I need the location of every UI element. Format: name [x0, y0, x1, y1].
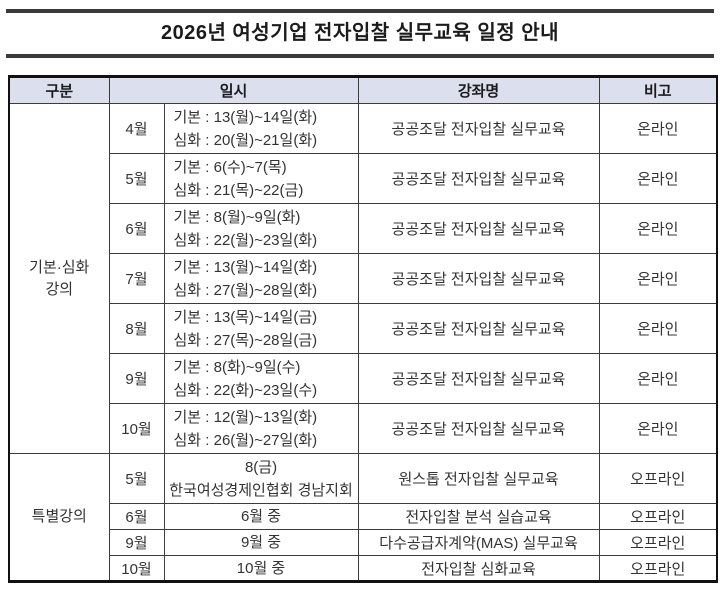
course-cell: 공공조달 전자입찰 실무교육 [357, 353, 600, 404]
month-cell: 7월 [108, 253, 165, 304]
schedule-basic-line: 기본 : 13(월)~14일(화) [173, 258, 318, 276]
course-cell: 공공조달 전자입찰 실무교육 [357, 103, 600, 154]
course-cell: 원스톱 전자입찰 실무교육 [357, 453, 600, 504]
schedule-advanced-line: 심화 : 27(목)~28일(금) [173, 331, 318, 349]
schedule-date-line: 9월 중 [240, 534, 282, 551]
schedule-cell: 6월 중 [163, 503, 359, 530]
col-header-note: 비고 [598, 76, 718, 104]
month-cell: 10월 [108, 555, 165, 582]
col-header-schedule: 일시 [108, 76, 359, 104]
course-cell: 전자입찰 분석 실습교육 [357, 503, 600, 530]
note-cell: 오프라인 [598, 555, 718, 582]
category-cell-special: 특별강의 [8, 453, 110, 582]
note-cell: 온라인 [598, 203, 718, 254]
schedule-cell: 기본 : 8(화)~9일(수) 심화 : 22(화)~23일(수) [163, 353, 359, 404]
table-row: 6월 6월 중 전자입찰 분석 실습교육 오프라인 [9, 503, 718, 530]
schedule-advanced-line: 심화 : 27(월)~28일(화) [173, 281, 318, 299]
table-row: 기본·심화 강의 4월 기본 : 13(월)~14일(화) 심화 : 20(월)… [8, 103, 718, 454]
table-row: 10월 기본 : 12(월)~13일(화) 심화 : 26(월)~27일(화) … [9, 403, 718, 454]
course-cell: 공공조달 전자입찰 실무교육 [357, 253, 600, 304]
schedule-basic-line: 기본 : 13(목)~14일(금) [173, 308, 318, 326]
note-cell: 온라인 [598, 303, 718, 354]
title-bottom-rule [6, 54, 714, 58]
schedule-cell: 기본 : 8(월)~9일(화) 심화 : 22(월)~23일(화) [163, 203, 359, 254]
schedule-venue-line: 한국여성경제인협회 경남지회 [169, 481, 353, 499]
table-row: 10월 10월 중 전자입찰 심화교육 오프라인 [9, 555, 718, 582]
table-row: 특별강의 5월 8(금) 한국여성경제인협회 경남지회 원스톱 전자입찰 실무교… [8, 453, 718, 582]
notice-page: 2026년 여성기업 전자입찰 실무교육 일정 안내 구분 일시 강좌명 비고 … [0, 9, 720, 602]
schedule-cell: 기본 : 12(월)~13일(화) 심화 : 26(월)~27일(화) [163, 403, 359, 454]
note-cell: 오프라인 [598, 503, 718, 530]
month-cell: 5월 [108, 453, 165, 504]
table-row: 6월 기본 : 8(월)~9일(화) 심화 : 22(월)~23일(화) 공공조… [9, 203, 718, 254]
table-row: 9월 9월 중 다수공급자계약(MAS) 실무교육 오프라인 [9, 529, 718, 556]
schedule-advanced-line: 심화 : 26(월)~27일(화) [173, 431, 318, 449]
note-cell: 온라인 [598, 353, 718, 404]
month-cell: 6월 [108, 503, 165, 530]
table-row: 7월 기본 : 13(월)~14일(화) 심화 : 27(월)~28일(화) 공… [9, 253, 718, 304]
col-header-course: 강좌명 [357, 76, 600, 104]
note-cell: 온라인 [598, 253, 718, 304]
schedule-advanced-line: 심화 : 20(월)~21일(화) [173, 131, 318, 149]
course-cell: 공공조달 전자입찰 실무교육 [357, 303, 600, 354]
title-top-rule [6, 9, 714, 13]
schedule-basic-line: 기본 : 6(수)~7(목) [173, 158, 287, 176]
month-cell: 4월 [108, 103, 165, 154]
note-cell: 온라인 [598, 103, 718, 154]
schedule-basic-line: 기본 : 8(화)~9일(수) [173, 358, 301, 376]
month-cell: 9월 [108, 529, 165, 556]
schedule-cell: 기본 : 13(월)~14일(화) 심화 : 27(월)~28일(화) [163, 253, 359, 304]
schedule-table: 구분 일시 강좌명 비고 기본·심화 강의 4월 기본 : 13(월)~14일(… [8, 75, 719, 583]
table-row: 8월 기본 : 13(목)~14일(금) 심화 : 27(목)~28일(금) 공… [9, 303, 718, 354]
schedule-cell: 기본 : 13(월)~14일(화) 심화 : 20(월)~21일(화) [163, 103, 359, 154]
month-cell: 9월 [108, 353, 165, 404]
note-cell: 온라인 [598, 153, 718, 204]
category-label-line1: 기본·심화 [29, 258, 90, 276]
schedule-advanced-line: 심화 : 21(목)~22(금) [173, 181, 304, 199]
month-cell: 6월 [108, 203, 165, 254]
schedule-basic-line: 기본 : 8(월)~9일(화) [173, 208, 301, 226]
note-cell: 오프라인 [598, 529, 718, 556]
table-row: 9월 기본 : 8(화)~9일(수) 심화 : 22(화)~23일(수) 공공조… [9, 353, 718, 404]
table-row: 5월 기본 : 6(수)~7(목) 심화 : 21(목)~22(금) 공공조달 … [9, 153, 718, 204]
col-header-category: 구분 [8, 76, 110, 104]
schedule-cell: 10월 중 [163, 555, 359, 582]
category-label-line1: 특별강의 [31, 508, 87, 525]
schedule-basic-line: 기본 : 13(월)~14일(화) [173, 108, 318, 126]
note-cell: 온라인 [598, 403, 718, 454]
schedule-date-line: 10월 중 [236, 559, 286, 577]
month-cell: 8월 [108, 303, 165, 354]
category-label-line2: 강의 [45, 280, 74, 298]
schedule-cell: 9월 중 [163, 529, 359, 556]
schedule-basic-line: 기본 : 12(월)~13일(화) [173, 408, 318, 426]
course-cell: 전자입찰 심화교육 [357, 555, 600, 582]
course-cell: 공공조달 전자입찰 실무교육 [357, 153, 600, 204]
schedule-cell: 기본 : 6(수)~7(목) 심화 : 21(목)~22(금) [163, 153, 359, 204]
page-title: 2026년 여성기업 전자입찰 실무교육 일정 안내 [160, 22, 560, 44]
schedule-cell: 기본 : 13(목)~14일(금) 심화 : 27(목)~28일(금) [163, 303, 359, 354]
schedule-cell: 8(금) 한국여성경제인협회 경남지회 [163, 453, 359, 504]
schedule-advanced-line: 심화 : 22(월)~23일(화) [173, 231, 318, 249]
category-cell-basic-advanced: 기본·심화 강의 [8, 103, 110, 454]
course-cell: 공공조달 전자입찰 실무교육 [357, 203, 600, 254]
note-cell: 오프라인 [598, 453, 718, 504]
schedule-date-line: 8(금) [244, 458, 278, 476]
schedule-advanced-line: 심화 : 22(화)~23일(수) [173, 381, 318, 399]
schedule-date-line: 6월 중 [240, 508, 282, 525]
course-cell: 다수공급자계약(MAS) 실무교육 [357, 529, 600, 556]
table-header-row: 구분 일시 강좌명 비고 [8, 76, 718, 104]
month-cell: 5월 [108, 153, 165, 204]
course-cell: 공공조달 전자입찰 실무교육 [357, 403, 600, 454]
month-cell: 10월 [108, 403, 165, 454]
